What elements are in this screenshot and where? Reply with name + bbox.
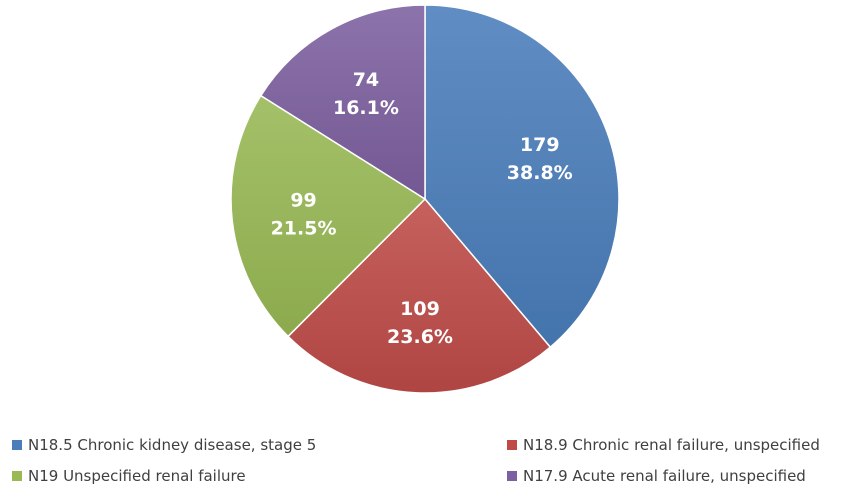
slice-percent-label: 16.1% [333,97,399,119]
legend-swatch [12,440,22,450]
slice-value-label: 179 [520,134,560,156]
legend-item: N18.9 Chronic renal failure, unspecified [507,436,820,454]
slice-value-label: 109 [400,298,440,320]
legend-item: N18.5 Chronic kidney disease, stage 5 [12,436,316,454]
legend-swatch [507,471,517,481]
slice-percent-label: 21.5% [271,218,337,240]
legend-label: N17.9 Acute renal failure, unspecified [523,467,806,485]
legend-label: N19 Unspecified renal failure [28,467,246,485]
legend-swatch [12,471,22,481]
chart-legend: N18.5 Chronic kidney disease, stage 5 N1… [0,430,844,489]
legend-label: N18.9 Chronic renal failure, unspecified [523,436,820,454]
slice-percent-label: 38.8% [507,162,573,184]
legend-swatch [507,440,517,450]
slice-value-label: 99 [290,190,316,212]
pie-plot-area: 179 38.8% 109 23.6% 99 21.5% 74 16.1% [0,0,844,410]
legend-item: N17.9 Acute renal failure, unspecified [507,467,806,485]
slice-value-label: 74 [353,69,379,91]
legend-item: N19 Unspecified renal failure [12,467,246,485]
slice-percent-label: 23.6% [387,326,453,348]
legend-label: N18.5 Chronic kidney disease, stage 5 [28,436,316,454]
